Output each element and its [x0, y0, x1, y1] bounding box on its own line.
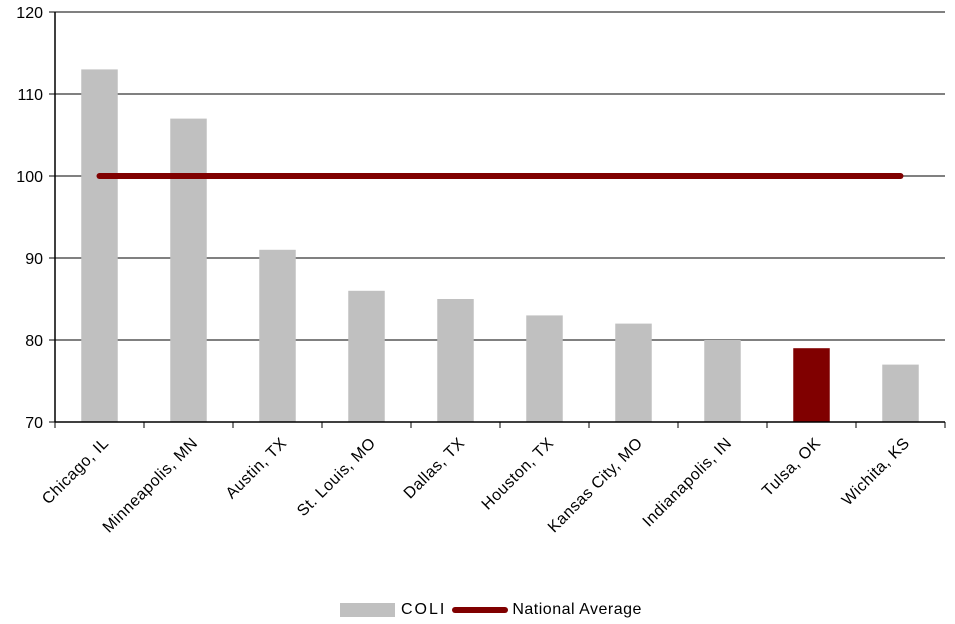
x-tick-label: Kansas City, MO	[545, 435, 646, 536]
legend-label-national-average: National Average	[512, 601, 642, 618]
y-tick-label: 70	[25, 415, 43, 432]
y-tick-labels: 70 80 90 100 110 120	[16, 5, 43, 432]
y-tick-label: 90	[25, 251, 43, 268]
bar	[259, 249, 296, 422]
x-tick-label: Chicago, IL	[39, 435, 112, 508]
y-tick-label: 120	[16, 5, 43, 22]
x-tick-label: Wichita, KS	[839, 435, 913, 509]
y-tick-label: 80	[25, 333, 43, 350]
bar	[348, 290, 385, 422]
bar-chart: 70 80 90 100 110 120 Chicago, ILMinneapolis, …	[16, 5, 946, 537]
x-tick-label: Tulsa, OK	[759, 435, 824, 500]
x-tick-label: Indianapolis, IN	[640, 435, 736, 531]
legend-swatch-national-average	[452, 607, 509, 613]
bar	[882, 364, 919, 422]
legend-item-national-average: National Average	[446, 601, 642, 619]
y-tick-label: 100	[16, 169, 43, 186]
axes	[49, 11, 946, 428]
legend-item-coli: COLI	[340, 601, 446, 619]
bars	[81, 69, 919, 423]
x-tick-label: Minneapolis, MN	[100, 435, 202, 537]
x-tick-label: Austin, TX	[223, 435, 291, 503]
legend: COLI National Average	[340, 600, 642, 620]
x-tick-label: Houston, TX	[479, 435, 558, 514]
bar	[704, 340, 741, 422]
legend-swatch-coli	[340, 603, 395, 617]
y-tick-label: 110	[17, 87, 43, 104]
bar	[526, 315, 563, 422]
legend-label-coli: COLI	[401, 601, 447, 618]
bar	[437, 299, 474, 422]
x-tick-label: St. Louis, MO	[294, 435, 379, 520]
bar	[81, 69, 118, 423]
bar	[615, 323, 652, 422]
bar	[793, 348, 830, 422]
bar	[170, 118, 207, 422]
x-tick-label: Dallas, TX	[401, 435, 469, 503]
